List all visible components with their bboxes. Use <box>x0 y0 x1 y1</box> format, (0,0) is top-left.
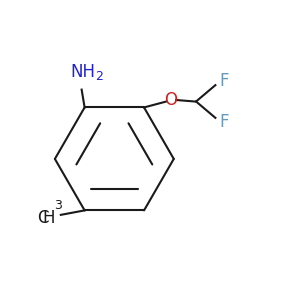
Text: F: F <box>220 72 229 90</box>
Text: 3: 3 <box>54 200 62 212</box>
Text: F: F <box>220 113 229 131</box>
Text: 2: 2 <box>95 70 103 83</box>
Text: NH: NH <box>70 63 96 81</box>
Text: O: O <box>164 91 177 109</box>
Text: C: C <box>37 209 48 227</box>
Text: H: H <box>42 209 55 227</box>
